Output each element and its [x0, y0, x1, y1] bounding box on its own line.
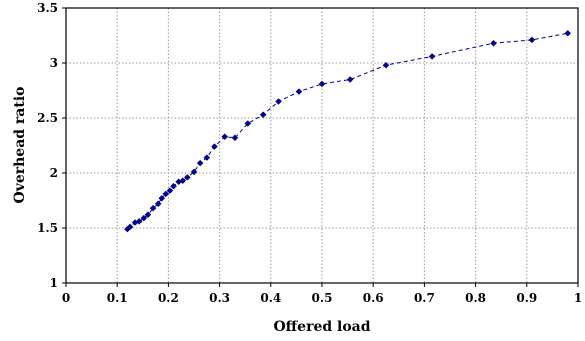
- data-point: [158, 194, 166, 202]
- data-point: [135, 218, 143, 225]
- y-tick-label: 1: [50, 276, 58, 290]
- data-point: [428, 53, 436, 60]
- y-tick-label: 1.5: [37, 221, 58, 235]
- x-tick-label: 0.3: [209, 291, 230, 305]
- x-tick-label: 0: [62, 291, 70, 305]
- data-point: [203, 154, 211, 161]
- y-tick-label: 2.5: [37, 111, 58, 125]
- data-point: [190, 168, 198, 176]
- data-point: [149, 204, 157, 212]
- y-tick-label: 3: [50, 56, 58, 70]
- data-point: [196, 159, 204, 167]
- data-point: [231, 134, 239, 142]
- data-point: [170, 182, 177, 190]
- data-point: [144, 211, 152, 219]
- axes: [62, 7, 579, 287]
- data-point: [154, 200, 162, 208]
- y-tick-label: 2: [50, 166, 58, 180]
- x-tick-label: 0.4: [260, 291, 281, 305]
- grid: [66, 8, 578, 283]
- data-point: [162, 190, 170, 198]
- data-point: [126, 223, 134, 231]
- data-point: [140, 214, 148, 222]
- data-point: [295, 88, 303, 95]
- x-tick-label: 0.9: [516, 291, 537, 305]
- y-tick-labels: 1 1.5 2 2.5 3 3.5: [37, 1, 58, 290]
- x-axis-label: Offered load: [273, 319, 370, 335]
- data-point: [346, 76, 354, 83]
- series: [124, 29, 572, 233]
- data-point: [318, 80, 326, 88]
- data-point: [166, 187, 174, 194]
- data-point: [211, 143, 218, 150]
- y-tick-label: 3.5: [37, 1, 58, 15]
- x-tick-label: 0.6: [363, 291, 384, 305]
- data-point: [564, 29, 572, 37]
- series-line: [127, 32, 568, 230]
- data-point: [275, 98, 282, 105]
- x-tick-label: 0.2: [158, 291, 179, 305]
- data-point: [259, 111, 267, 119]
- x-tick-label: 1: [574, 291, 582, 305]
- data-point: [244, 120, 252, 127]
- plot-frame: [65, 7, 579, 284]
- data-point: [490, 39, 497, 47]
- data-point: [382, 61, 390, 69]
- x-tick-label: 0.5: [312, 291, 333, 305]
- x-tick-labels: 0 0.1 0.2 0.3 0.4 0.5 0.6 0.7 0.8 0.9 1: [62, 291, 582, 305]
- data-point: [183, 174, 191, 181]
- data-point: [528, 36, 536, 44]
- x-tick-label: 0.8: [465, 291, 486, 305]
- x-tick-label: 0.1: [107, 291, 128, 305]
- y-axis-label: Overhead ratio: [12, 86, 28, 203]
- data-point: [179, 177, 187, 185]
- x-tick-label: 0.7: [414, 291, 435, 305]
- data-point: [221, 133, 229, 141]
